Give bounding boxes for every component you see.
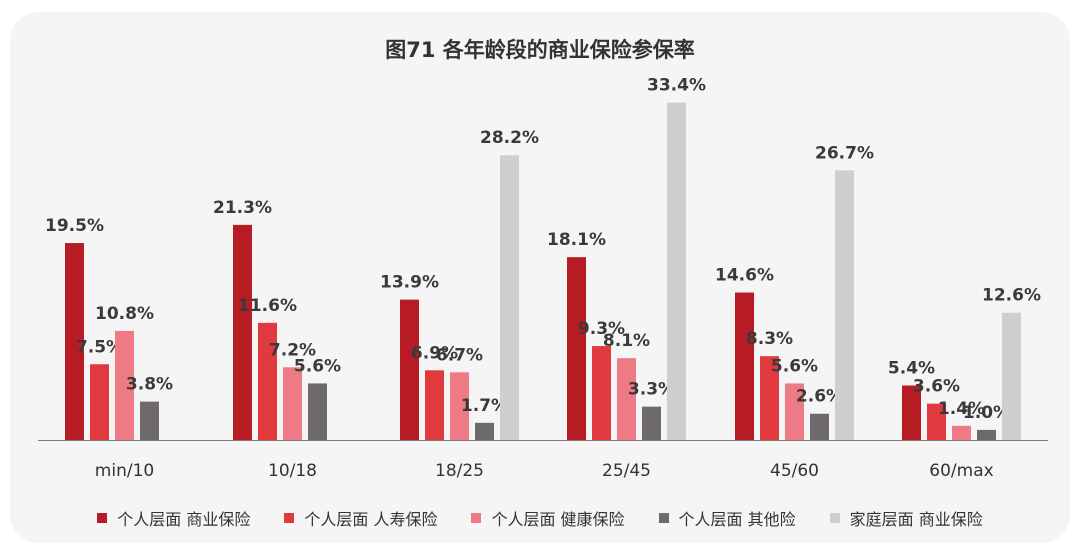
bar-60/max-series-0 bbox=[902, 385, 921, 440]
x-tick-label-25/45: 25/45 bbox=[602, 461, 651, 481]
data-label-18/25-series-3: 1.7% bbox=[461, 396, 508, 416]
data-label-25/45-series-0: 18.1% bbox=[547, 230, 606, 250]
data-label-18/25-series-1: 6.9% bbox=[411, 343, 458, 363]
data-label-10/18-series-3: 5.6% bbox=[294, 356, 341, 376]
data-label-min/10-series-0: 19.5% bbox=[45, 216, 104, 236]
legend-item-1: 个人层面 人寿保险 bbox=[284, 506, 437, 530]
chart-title: 图71 各年龄段的商业保险参保率 bbox=[385, 38, 695, 62]
bar-25/45-series-0 bbox=[567, 257, 586, 440]
bar-10/18-series-3 bbox=[308, 383, 327, 440]
data-label-25/45-series-2: 8.1% bbox=[603, 331, 650, 351]
data-label-45/60-series-3: 2.6% bbox=[796, 387, 843, 407]
legend-item-2: 个人层面 健康保险 bbox=[471, 506, 625, 530]
bar-min/10-series-1 bbox=[90, 364, 109, 440]
bar-25/45-series-2 bbox=[617, 358, 636, 440]
bar-min/10-series-2 bbox=[115, 330, 134, 440]
bar-18/25-series-0 bbox=[400, 299, 419, 440]
bar-60/max-series-2 bbox=[952, 425, 971, 440]
x-tick-label-min/10: min/10 bbox=[95, 461, 154, 481]
data-label-min/10-series-2: 10.8% bbox=[95, 304, 154, 324]
x-tick-label-60/max: 60/max bbox=[929, 461, 993, 481]
x-tick-label-18/25: 18/25 bbox=[435, 461, 484, 481]
legend-label-2: 个人层面 健康保险 bbox=[491, 510, 625, 529]
legend-swatch-4 bbox=[829, 513, 840, 523]
legend-item-0: 个人层面 商业保险 bbox=[97, 506, 250, 530]
legend-item-3: 个人层面 其他险 bbox=[658, 506, 796, 530]
data-label-45/60-series-0: 14.6% bbox=[715, 266, 774, 286]
legend-swatch-0 bbox=[97, 513, 108, 523]
data-label-min/10-series-3: 3.8% bbox=[126, 375, 173, 395]
data-label-60/max-series-3: 1.0% bbox=[963, 403, 1010, 423]
data-label-min/10-series-1: 7.5% bbox=[76, 337, 123, 357]
data-label-18/25-series-2: 6.7% bbox=[436, 345, 483, 365]
bar-60/max-series-1 bbox=[927, 403, 946, 440]
legend-swatch-3 bbox=[658, 513, 669, 523]
data-label-60/max-series-4: 12.6% bbox=[982, 286, 1041, 306]
bar-45/60-series-2 bbox=[785, 383, 804, 440]
chart-card bbox=[10, 12, 1070, 543]
data-label-25/45-series-1: 9.3% bbox=[578, 319, 625, 339]
data-label-45/60-series-2: 5.6% bbox=[771, 356, 818, 376]
bar-10/18-series-2 bbox=[283, 367, 302, 440]
bar-25/45-series-3 bbox=[642, 406, 661, 440]
data-label-10/18-series-0: 21.3% bbox=[213, 198, 272, 218]
legend-label-4: 家庭层面 商业保险 bbox=[849, 510, 983, 529]
bar-min/10-series-3 bbox=[140, 401, 159, 440]
data-label-18/25-series-4: 28.2% bbox=[480, 128, 539, 148]
data-label-18/25-series-0: 13.9% bbox=[380, 273, 439, 293]
bar-18/25-series-3 bbox=[475, 422, 494, 440]
legend-label-0: 个人层面 商业保险 bbox=[117, 510, 251, 529]
data-label-45/60-series-4: 26.7% bbox=[815, 143, 874, 163]
bar-10/18-series-1 bbox=[258, 322, 277, 440]
data-label-25/45-series-4: 33.4% bbox=[647, 76, 706, 96]
data-label-10/18-series-1: 11.6% bbox=[238, 296, 297, 316]
data-label-45/60-series-1: 8.3% bbox=[746, 329, 793, 349]
bar-45/60-series-0 bbox=[735, 292, 754, 440]
legend-swatch-2 bbox=[471, 513, 482, 523]
x-tick-label-10/18: 10/18 bbox=[268, 461, 317, 481]
chart-legend: 个人层面 商业保险 个人层面 人寿保险 个人层面 健康保险 个人层面 其他险 家庭层面 … bbox=[0, 506, 1080, 530]
data-label-60/max-series-1: 3.6% bbox=[913, 377, 960, 397]
bar-18/25-series-1 bbox=[425, 370, 444, 440]
data-label-10/18-series-2: 7.2% bbox=[269, 340, 316, 360]
legend-item-4: 家庭层面 商业保险 bbox=[829, 506, 983, 530]
legend-swatch-1 bbox=[284, 513, 295, 523]
bar-45/60-series-3 bbox=[810, 413, 829, 440]
data-label-60/max-series-0: 5.4% bbox=[888, 358, 935, 378]
data-label-60/max-series-2: 1.4% bbox=[938, 399, 985, 419]
x-tick-label-45/60: 45/60 bbox=[770, 461, 819, 481]
data-label-25/45-series-3: 3.3% bbox=[628, 380, 675, 400]
legend-label-1: 个人层面 人寿保险 bbox=[304, 510, 438, 529]
bar-60/max-series-3 bbox=[977, 429, 996, 440]
bar-60/max-series-4 bbox=[1002, 312, 1021, 440]
bar-45/60-series-1 bbox=[760, 356, 779, 440]
bar-chart: 19.5%7.5%10.8%3.8%min/1021.3%11.6%7.2%5.… bbox=[38, 76, 1048, 481]
bar-25/45-series-1 bbox=[592, 346, 611, 440]
bar-min/10-series-0 bbox=[65, 243, 84, 440]
bar-18/25-series-2 bbox=[450, 372, 469, 440]
bar-45/60-series-4 bbox=[835, 170, 854, 440]
bar-25/45-series-4 bbox=[667, 102, 686, 440]
bar-18/25-series-4 bbox=[500, 155, 519, 440]
legend-label-3: 个人层面 其他险 bbox=[678, 510, 796, 529]
bar-10/18-series-0 bbox=[233, 224, 252, 440]
